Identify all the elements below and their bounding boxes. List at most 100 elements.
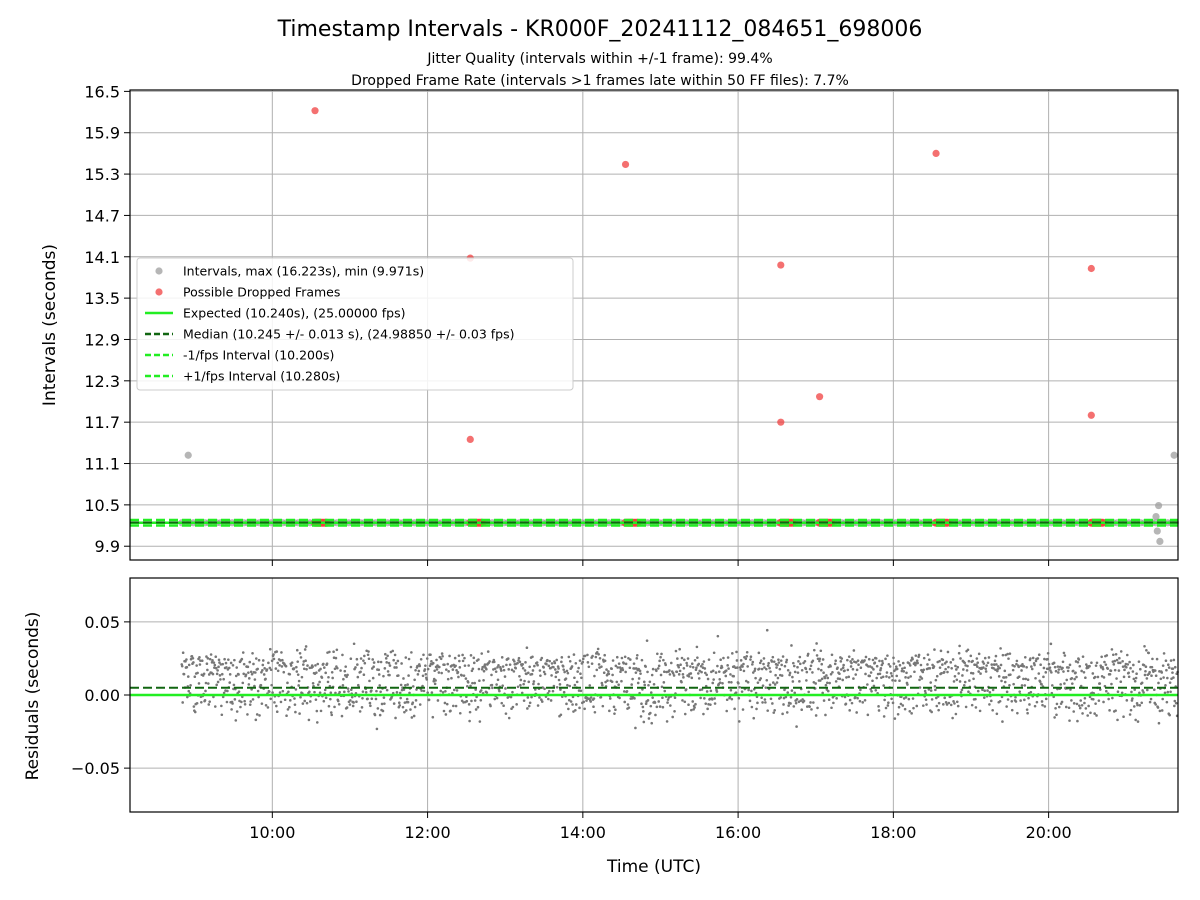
residual-point	[724, 674, 728, 678]
residual-point	[647, 683, 650, 687]
residual-point	[790, 644, 793, 647]
residual-point	[954, 712, 958, 716]
residual-point	[972, 677, 975, 681]
residual-point	[425, 657, 429, 660]
residual-point	[649, 691, 653, 694]
residual-point	[780, 674, 784, 677]
residual-point	[371, 676, 375, 680]
residual-point	[269, 668, 273, 672]
residual-point	[468, 710, 472, 714]
residual-point	[759, 677, 763, 680]
dropped-frame-outlier-point	[816, 393, 824, 401]
residual-point	[422, 653, 425, 657]
residual-point	[231, 702, 234, 705]
residual-point	[1030, 665, 1033, 668]
residual-point	[935, 704, 939, 708]
residual-point	[397, 674, 400, 677]
residual-point	[1066, 669, 1070, 673]
residual-point	[377, 660, 380, 664]
residual-point	[846, 658, 849, 662]
residual-point	[331, 676, 334, 680]
residual-point	[371, 658, 375, 661]
residuals-y-tick-label: −0.05	[71, 759, 120, 778]
residual-point	[426, 691, 429, 694]
residual-point	[574, 703, 578, 706]
residual-point	[642, 680, 646, 684]
residual-point	[928, 667, 932, 670]
residual-point	[637, 667, 640, 671]
residual-point	[887, 662, 891, 666]
residual-point	[552, 665, 555, 669]
residual-point	[887, 676, 891, 679]
residual-point	[217, 665, 220, 669]
residual-point	[895, 674, 899, 678]
residual-point	[823, 676, 827, 680]
residual-point	[877, 709, 881, 712]
residual-point	[941, 658, 945, 662]
residual-point	[410, 716, 414, 719]
residual-point	[207, 703, 211, 706]
residual-point	[458, 711, 462, 715]
residual-point	[875, 664, 879, 668]
residual-point	[368, 679, 371, 683]
residual-point	[706, 677, 710, 681]
residual-point	[1083, 701, 1086, 705]
residual-point	[532, 680, 536, 683]
legend-entry-label: Median (10.245 +/- 0.013 s), (24.98850 +…	[183, 327, 514, 342]
residual-point	[742, 669, 746, 673]
residual-point	[982, 696, 986, 699]
residual-point	[1026, 678, 1030, 682]
residual-point	[473, 699, 477, 702]
residual-point	[782, 703, 785, 706]
residual-point	[208, 700, 211, 703]
residual-point	[239, 705, 242, 709]
residual-point	[367, 657, 371, 661]
residual-point	[539, 674, 542, 677]
residual-point	[441, 654, 444, 658]
residual-point	[547, 697, 550, 701]
residual-point	[634, 671, 638, 674]
residual-point	[363, 661, 367, 665]
residual-point	[620, 679, 623, 683]
residual-point	[1036, 657, 1040, 660]
residual-point	[608, 697, 612, 700]
residual-point	[729, 673, 732, 676]
residual-point	[502, 668, 506, 672]
residual-point	[595, 650, 599, 654]
residual-point	[415, 688, 418, 691]
residual-point	[223, 657, 226, 661]
residual-point	[418, 664, 422, 668]
residual-point	[500, 701, 504, 705]
residual-point	[404, 709, 408, 712]
residual-point	[699, 664, 703, 668]
residual-point	[1089, 711, 1092, 715]
residual-point	[873, 661, 877, 665]
residual-point	[721, 682, 724, 685]
residual-point	[206, 668, 209, 672]
residual-point	[971, 672, 975, 675]
residual-point	[496, 678, 500, 682]
residual-point	[198, 656, 201, 659]
residual-point	[271, 691, 274, 694]
residual-point	[610, 680, 614, 684]
residual-point	[935, 696, 938, 700]
residual-point	[354, 666, 357, 669]
residual-point	[939, 649, 943, 653]
residual-point	[586, 653, 589, 657]
residual-point	[579, 689, 583, 693]
residual-point	[614, 708, 617, 712]
residual-point	[685, 661, 688, 665]
residual-point	[647, 717, 651, 720]
residual-point	[554, 668, 557, 671]
residual-point	[1014, 695, 1017, 699]
residual-point	[496, 665, 499, 669]
residual-point	[1145, 677, 1149, 680]
residual-point	[926, 663, 929, 666]
residual-point	[257, 658, 261, 662]
residual-point	[826, 689, 830, 693]
residual-point	[440, 671, 443, 675]
residual-point	[870, 666, 874, 669]
residual-point	[345, 706, 349, 709]
residual-point	[1109, 669, 1113, 673]
residual-point	[1095, 661, 1099, 665]
